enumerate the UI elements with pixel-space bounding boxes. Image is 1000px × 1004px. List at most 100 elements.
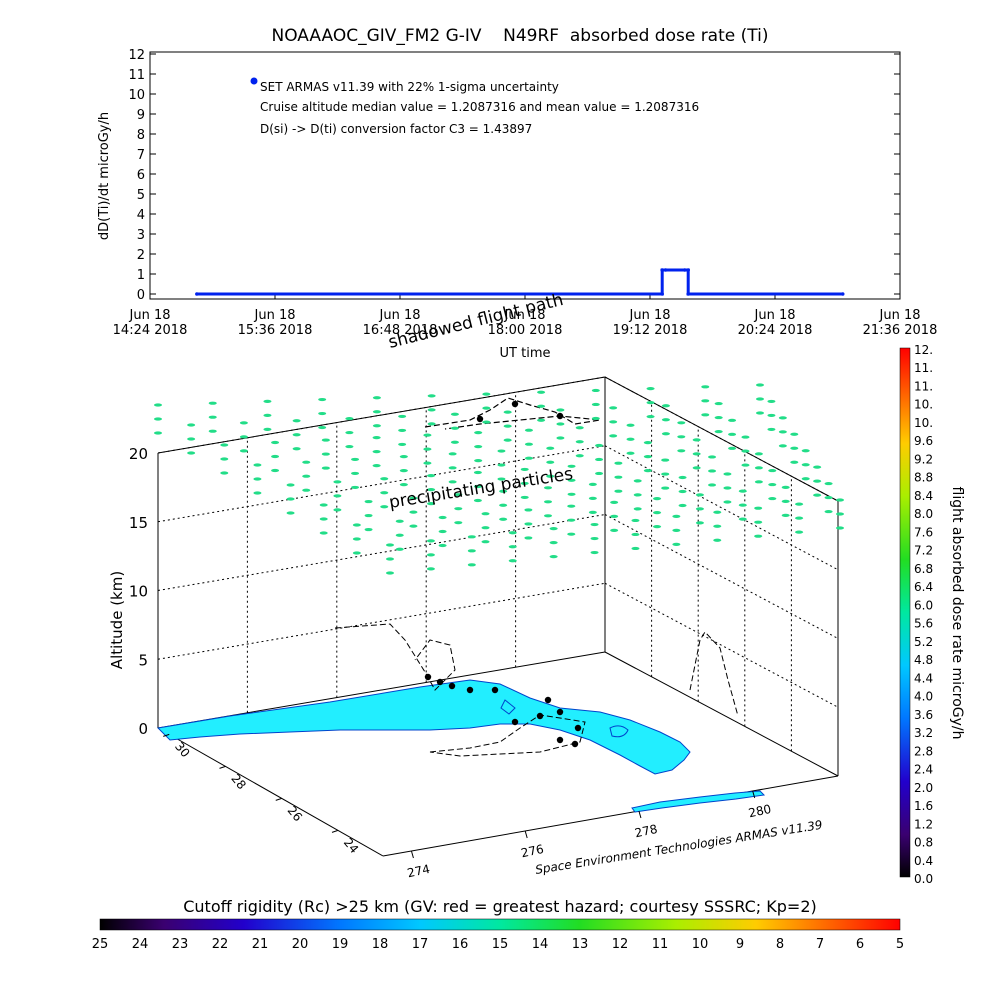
particle-mark	[661, 458, 670, 462]
x-tick-label-date: Jun 18	[129, 308, 171, 323]
cutoff-colorbar-tick-label: 14	[532, 937, 549, 952]
particle-mark	[395, 533, 404, 537]
particle-mark	[386, 557, 394, 561]
cutoff-colorbar-tick-label: 8	[776, 937, 784, 952]
y-tick-label: 7	[137, 148, 145, 163]
latitude-axis: 30 28 26 24	[163, 733, 362, 856]
particle-mark	[497, 463, 506, 467]
dose-colorbar-tick-label: 6.4	[914, 580, 933, 594]
longitude-tick-mark	[638, 810, 642, 819]
particle-mark	[386, 543, 394, 547]
particle-mark	[754, 534, 763, 538]
particle-mark	[661, 404, 670, 408]
cutoff-colorbar-tick-label: 17	[412, 937, 429, 952]
particle-mark	[520, 467, 529, 472]
particle-mark	[220, 443, 229, 447]
particle-mark	[756, 397, 764, 401]
particle-mark	[633, 507, 642, 511]
particle-mark	[482, 420, 491, 424]
particle-mark	[319, 531, 328, 535]
particle-mark	[701, 399, 710, 403]
particle-mark	[610, 500, 619, 505]
particle-mark	[351, 457, 360, 462]
x-tick-label-time: 19:12 2018	[613, 323, 688, 338]
cutoff-colorbar-tick-label: 9	[736, 937, 744, 952]
box-floor-front-right	[382, 775, 839, 857]
particle-mark	[610, 514, 619, 519]
cutoff-colorbar-tick-label: 22	[212, 937, 229, 952]
longitude-tick-label: 278	[633, 822, 658, 840]
particle-mark	[474, 459, 483, 463]
high-dose-cluster-mark	[511, 400, 519, 408]
lake-outline	[609, 725, 629, 738]
particle-mark	[448, 480, 457, 484]
particle-mark	[508, 559, 517, 563]
particle-mark	[643, 441, 652, 445]
particle-mark	[271, 468, 280, 473]
high-dose-cluster-mark	[556, 708, 564, 716]
particle-mark	[723, 500, 732, 504]
high-dose-cluster-mark	[436, 678, 444, 686]
particle-mark	[595, 457, 604, 462]
particle-mark	[187, 423, 196, 427]
particle-mark	[590, 522, 599, 527]
particle-mark	[575, 426, 584, 430]
high-dose-cluster-mark	[448, 682, 456, 690]
dose-rate-point	[660, 292, 664, 296]
particle-mark	[321, 466, 330, 470]
particle-mark	[409, 524, 418, 528]
particle-mark	[427, 502, 436, 506]
particle-mark	[610, 528, 619, 533]
particle-mark	[595, 471, 604, 476]
dose-colorbar-tick-label: 1.6	[914, 799, 933, 813]
cutoff-colorbar-tick-label: 5	[896, 937, 904, 952]
dose-colorbar-tick-label: 5.2	[914, 635, 933, 649]
dose-colorbar-tick-label: 11.	[914, 379, 933, 393]
particle-mark	[713, 510, 722, 514]
particle-mark	[537, 390, 546, 394]
particle-mark	[795, 516, 804, 520]
dose-colorbar-tick-label: 8.4	[914, 489, 933, 503]
altitude-tick-label: 0	[138, 720, 148, 738]
particle-mark	[524, 536, 533, 540]
dose-rate-point	[840, 292, 845, 296]
latitude-tick-label: 24	[341, 835, 362, 856]
particle-mark	[508, 531, 517, 535]
particle-mark	[292, 433, 301, 437]
particle-mark	[372, 463, 381, 468]
latitude-tick-mark	[219, 765, 226, 769]
particle-mark	[590, 550, 599, 555]
particle-mark	[695, 521, 704, 525]
x-tick-label-date: Jun 18	[254, 308, 296, 323]
particle-mark	[474, 431, 483, 435]
x-tick-label-date: Jun 18	[504, 308, 546, 323]
cutoff-colorbar-ticks: 25 24 23 22 21 20 19 18 17 16 15 14 13 12 11 10 9 8 7 6 5	[92, 937, 904, 952]
cutoff-colorbar-tick-label: 19	[332, 937, 349, 952]
particle-mark	[263, 427, 272, 431]
latitude-tick-mark	[331, 829, 339, 833]
dose-rate-point	[682, 268, 687, 272]
particle-mark	[208, 429, 217, 433]
high-dose-cluster-mark	[571, 740, 579, 748]
particle-mark	[448, 466, 457, 470]
particle-mark	[591, 388, 600, 393]
particle-mark	[754, 520, 763, 524]
cutoff-colorbar-tick-label: 21	[252, 937, 269, 952]
flight-track-climb	[334, 623, 456, 691]
particle-mark	[549, 555, 558, 559]
particle-mark	[836, 512, 844, 516]
particle-mark	[778, 430, 787, 434]
high-dose-cluster-mark	[574, 724, 582, 732]
particle-mark	[781, 499, 790, 503]
particle-mark	[695, 507, 704, 511]
wall-grid-horizontal-right	[604, 514, 839, 639]
particle-mark	[372, 435, 381, 440]
y-tick-label: 9	[137, 108, 145, 123]
longitude-tick-mark	[524, 830, 528, 839]
particle-mark	[372, 449, 381, 454]
latitude-tick-label: 26	[285, 803, 306, 824]
particle-mark	[467, 535, 476, 539]
particle-mark	[567, 504, 576, 508]
particle-mark	[756, 411, 764, 415]
cutoff-colorbar-tick-label: 10	[692, 937, 709, 952]
